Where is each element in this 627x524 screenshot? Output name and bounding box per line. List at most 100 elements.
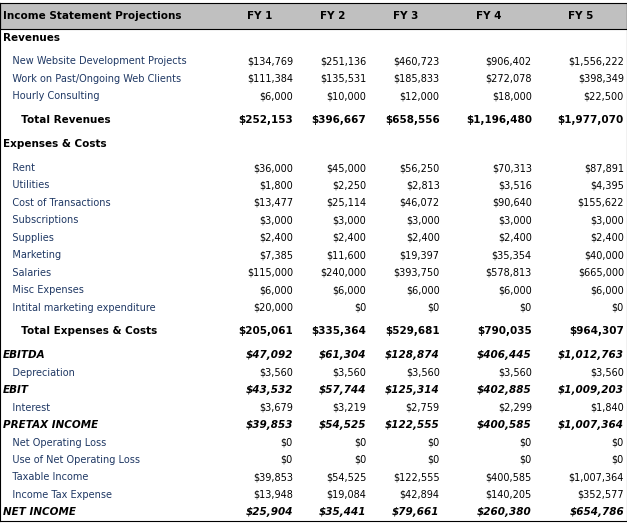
Text: New Website Development Projects: New Website Development Projects — [3, 57, 187, 67]
Text: $400,585: $400,585 — [485, 473, 532, 483]
Text: $46,072: $46,072 — [399, 198, 440, 208]
Text: $240,000: $240,000 — [320, 268, 366, 278]
Text: $6,000: $6,000 — [406, 285, 440, 295]
Text: $42,894: $42,894 — [399, 490, 440, 500]
Text: $19,084: $19,084 — [327, 490, 366, 500]
Text: Salaries: Salaries — [3, 268, 51, 278]
Text: $19,397: $19,397 — [399, 250, 440, 260]
Text: $3,000: $3,000 — [498, 215, 532, 225]
Text: $1,196,480: $1,196,480 — [466, 115, 532, 125]
Text: Revenues: Revenues — [3, 32, 60, 42]
Text: $1,007,364: $1,007,364 — [569, 473, 624, 483]
Text: FY 2: FY 2 — [320, 11, 345, 21]
Text: Intital marketing expenditure: Intital marketing expenditure — [3, 302, 155, 312]
Text: Interest: Interest — [3, 402, 50, 412]
Text: $25,904: $25,904 — [245, 507, 293, 517]
Text: $43,532: $43,532 — [245, 385, 293, 395]
Text: $3,000: $3,000 — [259, 215, 293, 225]
Text: EBITDA: EBITDA — [3, 351, 46, 361]
Text: $3,000: $3,000 — [332, 215, 366, 225]
Text: Total Expenses & Costs: Total Expenses & Costs — [3, 326, 157, 336]
Text: $2,400: $2,400 — [259, 233, 293, 243]
Text: $0: $0 — [612, 455, 624, 465]
Text: $87,891: $87,891 — [584, 163, 624, 173]
Text: Utilities: Utilities — [3, 180, 50, 190]
Text: $3,560: $3,560 — [498, 368, 532, 378]
Text: $54,525: $54,525 — [326, 473, 366, 483]
Text: PRETAX INCOME: PRETAX INCOME — [3, 420, 98, 430]
Text: $790,035: $790,035 — [477, 326, 532, 336]
Text: $205,061: $205,061 — [238, 326, 293, 336]
Text: $57,744: $57,744 — [319, 385, 366, 395]
Text: $578,813: $578,813 — [485, 268, 532, 278]
Text: $115,000: $115,000 — [247, 268, 293, 278]
Text: $128,874: $128,874 — [385, 351, 440, 361]
Text: $40,000: $40,000 — [584, 250, 624, 260]
Text: $1,977,070: $1,977,070 — [558, 115, 624, 125]
Text: NET INCOME: NET INCOME — [3, 507, 76, 517]
Text: $20,000: $20,000 — [253, 302, 293, 312]
Text: $56,250: $56,250 — [399, 163, 440, 173]
Text: $70,313: $70,313 — [492, 163, 532, 173]
Text: $155,622: $155,622 — [577, 198, 624, 208]
Text: $398,349: $398,349 — [578, 74, 624, 84]
Text: $35,441: $35,441 — [319, 507, 366, 517]
Text: $352,577: $352,577 — [577, 490, 624, 500]
Text: Depreciation: Depreciation — [3, 368, 75, 378]
Text: $400,585: $400,585 — [477, 420, 532, 430]
Text: $45,000: $45,000 — [326, 163, 366, 173]
Text: Taxable Income: Taxable Income — [3, 473, 88, 483]
Text: Rent: Rent — [3, 163, 35, 173]
Text: $90,640: $90,640 — [492, 198, 532, 208]
Text: $3,560: $3,560 — [590, 368, 624, 378]
Text: Expenses & Costs: Expenses & Costs — [3, 139, 107, 149]
Text: $39,853: $39,853 — [245, 420, 293, 430]
Text: Hourly Consulting: Hourly Consulting — [3, 91, 100, 101]
Text: $0: $0 — [354, 455, 366, 465]
Text: $0: $0 — [520, 455, 532, 465]
Text: $36,000: $36,000 — [253, 163, 293, 173]
Text: $3,679: $3,679 — [259, 402, 293, 412]
Text: $0: $0 — [428, 302, 440, 312]
Text: $335,364: $335,364 — [312, 326, 366, 336]
Text: $3,219: $3,219 — [332, 402, 366, 412]
Text: Work on Past/Ongoing Web Clients: Work on Past/Ongoing Web Clients — [3, 74, 181, 84]
Text: $529,681: $529,681 — [385, 326, 440, 336]
Text: $11,600: $11,600 — [327, 250, 366, 260]
Text: Cost of Transactions: Cost of Transactions — [3, 198, 110, 208]
Text: $12,000: $12,000 — [399, 91, 440, 101]
Text: Misc Expenses: Misc Expenses — [3, 285, 84, 295]
Text: $1,009,203: $1,009,203 — [558, 385, 624, 395]
Text: $61,304: $61,304 — [319, 351, 366, 361]
Text: $3,000: $3,000 — [406, 215, 440, 225]
Text: $2,400: $2,400 — [332, 233, 366, 243]
Text: $396,667: $396,667 — [312, 115, 366, 125]
Text: $272,078: $272,078 — [485, 74, 532, 84]
Text: $460,723: $460,723 — [393, 57, 440, 67]
Text: $1,800: $1,800 — [259, 180, 293, 190]
Text: Net Operating Loss: Net Operating Loss — [3, 438, 106, 447]
Text: FY 5: FY 5 — [568, 11, 594, 21]
Text: $906,402: $906,402 — [486, 57, 532, 67]
Text: $54,525: $54,525 — [319, 420, 366, 430]
Text: $134,769: $134,769 — [247, 57, 293, 67]
Text: $2,759: $2,759 — [406, 402, 440, 412]
Text: $251,136: $251,136 — [320, 57, 366, 67]
Text: $2,813: $2,813 — [406, 180, 440, 190]
Text: $3,000: $3,000 — [590, 215, 624, 225]
Text: $39,853: $39,853 — [253, 473, 293, 483]
Text: $185,833: $185,833 — [394, 74, 440, 84]
Text: $2,400: $2,400 — [498, 233, 532, 243]
Text: $1,007,364: $1,007,364 — [558, 420, 624, 430]
Text: $402,885: $402,885 — [477, 385, 532, 395]
Text: $13,477: $13,477 — [253, 198, 293, 208]
Text: $22,500: $22,500 — [584, 91, 624, 101]
Text: $6,000: $6,000 — [332, 285, 366, 295]
Text: $6,000: $6,000 — [259, 91, 293, 101]
Text: $964,307: $964,307 — [569, 326, 624, 336]
Text: $3,560: $3,560 — [259, 368, 293, 378]
Text: $3,516: $3,516 — [498, 180, 532, 190]
Text: Use of Net Operating Loss: Use of Net Operating Loss — [3, 455, 140, 465]
Text: $0: $0 — [428, 455, 440, 465]
Text: $6,000: $6,000 — [498, 285, 532, 295]
